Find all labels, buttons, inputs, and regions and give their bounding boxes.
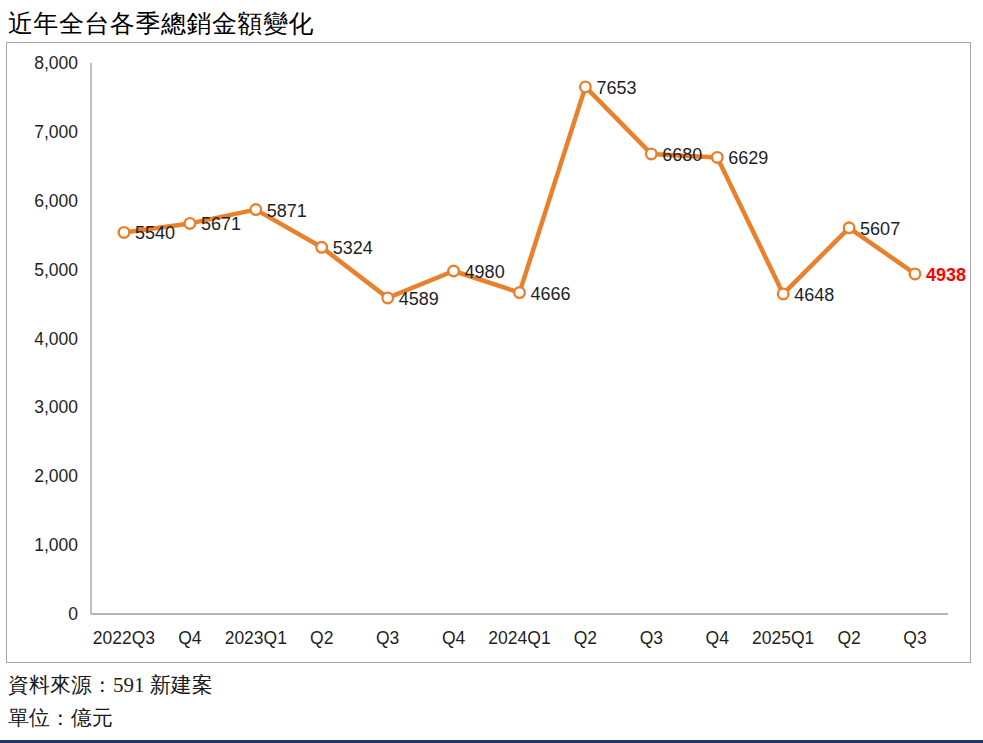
data-label: 4980: [465, 262, 505, 282]
data-point-marker: [316, 242, 327, 253]
page: 近年全台各季總銷金額變化 0 1,000 2,000 3,000 4,000 5,000 6…: [0, 0, 983, 743]
data-label: 4666: [531, 284, 571, 304]
series-line: [124, 87, 915, 298]
x-tick-label: Q2: [574, 628, 597, 648]
unit-note: 單位：億元: [8, 704, 113, 732]
y-tick-label: 4,000: [34, 329, 78, 349]
data-point-marker: [778, 289, 789, 300]
x-tick-label: 2023Q1: [225, 628, 287, 648]
y-tick-label: 7,000: [34, 122, 78, 142]
data-label: 4648: [794, 285, 834, 305]
data-label: 5871: [267, 201, 307, 221]
y-tick-label: 0: [68, 604, 78, 624]
line-chart: 0 1,000 2,000 3,000 4,000 5,000 6,000 7,000 8,00…: [7, 43, 970, 662]
y-tick-label: 2,000: [34, 466, 78, 486]
data-label: 5607: [860, 219, 900, 239]
data-point-marker: [514, 287, 525, 298]
x-tick-label: 2025Q1: [752, 628, 814, 648]
x-tick-label: Q3: [640, 628, 663, 648]
data-point-marker: [712, 152, 723, 163]
chart-title: 近年全台各季總銷金額變化: [8, 7, 314, 40]
y-tick-label: 8,000: [34, 53, 78, 73]
source-note: 資料來源：591 新建案: [8, 671, 213, 699]
x-tick-label: Q4: [442, 628, 466, 648]
chart-frame: 0 1,000 2,000 3,000 4,000 5,000 6,000 7,000 8,00…: [6, 42, 971, 663]
data-label-latest: 4938: [926, 265, 966, 285]
x-tick-label: Q3: [903, 628, 926, 648]
x-tick-label: Q3: [376, 628, 399, 648]
x-tick-label: 2022Q3: [93, 628, 155, 648]
x-tick-label: Q4: [706, 628, 730, 648]
y-tick-label: 1,000: [34, 535, 78, 555]
data-label: 6629: [728, 148, 768, 168]
data-label: 4589: [399, 289, 439, 309]
data-point-marker: [580, 82, 591, 93]
x-tick-label: Q2: [837, 628, 860, 648]
data-point-marker: [185, 218, 196, 229]
data-point-marker: [910, 269, 921, 280]
data-point-marker: [646, 149, 657, 160]
data-point-marker: [382, 293, 393, 304]
y-tick-label: 5,000: [34, 260, 78, 280]
data-label: 5324: [333, 238, 373, 258]
y-tick-label: 6,000: [34, 191, 78, 211]
data-label: 5671: [201, 214, 241, 234]
x-tick-label: Q4: [178, 628, 202, 648]
y-tick-label: 3,000: [34, 397, 78, 417]
x-tick-label: 2024Q1: [488, 628, 550, 648]
data-label: 7653: [596, 78, 636, 98]
data-point-marker: [119, 227, 130, 238]
data-label: 6680: [662, 145, 702, 165]
data-label: 5540: [135, 223, 175, 243]
data-point-marker: [251, 204, 262, 215]
x-tick-label: Q2: [310, 628, 333, 648]
data-point-marker: [448, 266, 459, 277]
data-point-marker: [844, 223, 855, 234]
